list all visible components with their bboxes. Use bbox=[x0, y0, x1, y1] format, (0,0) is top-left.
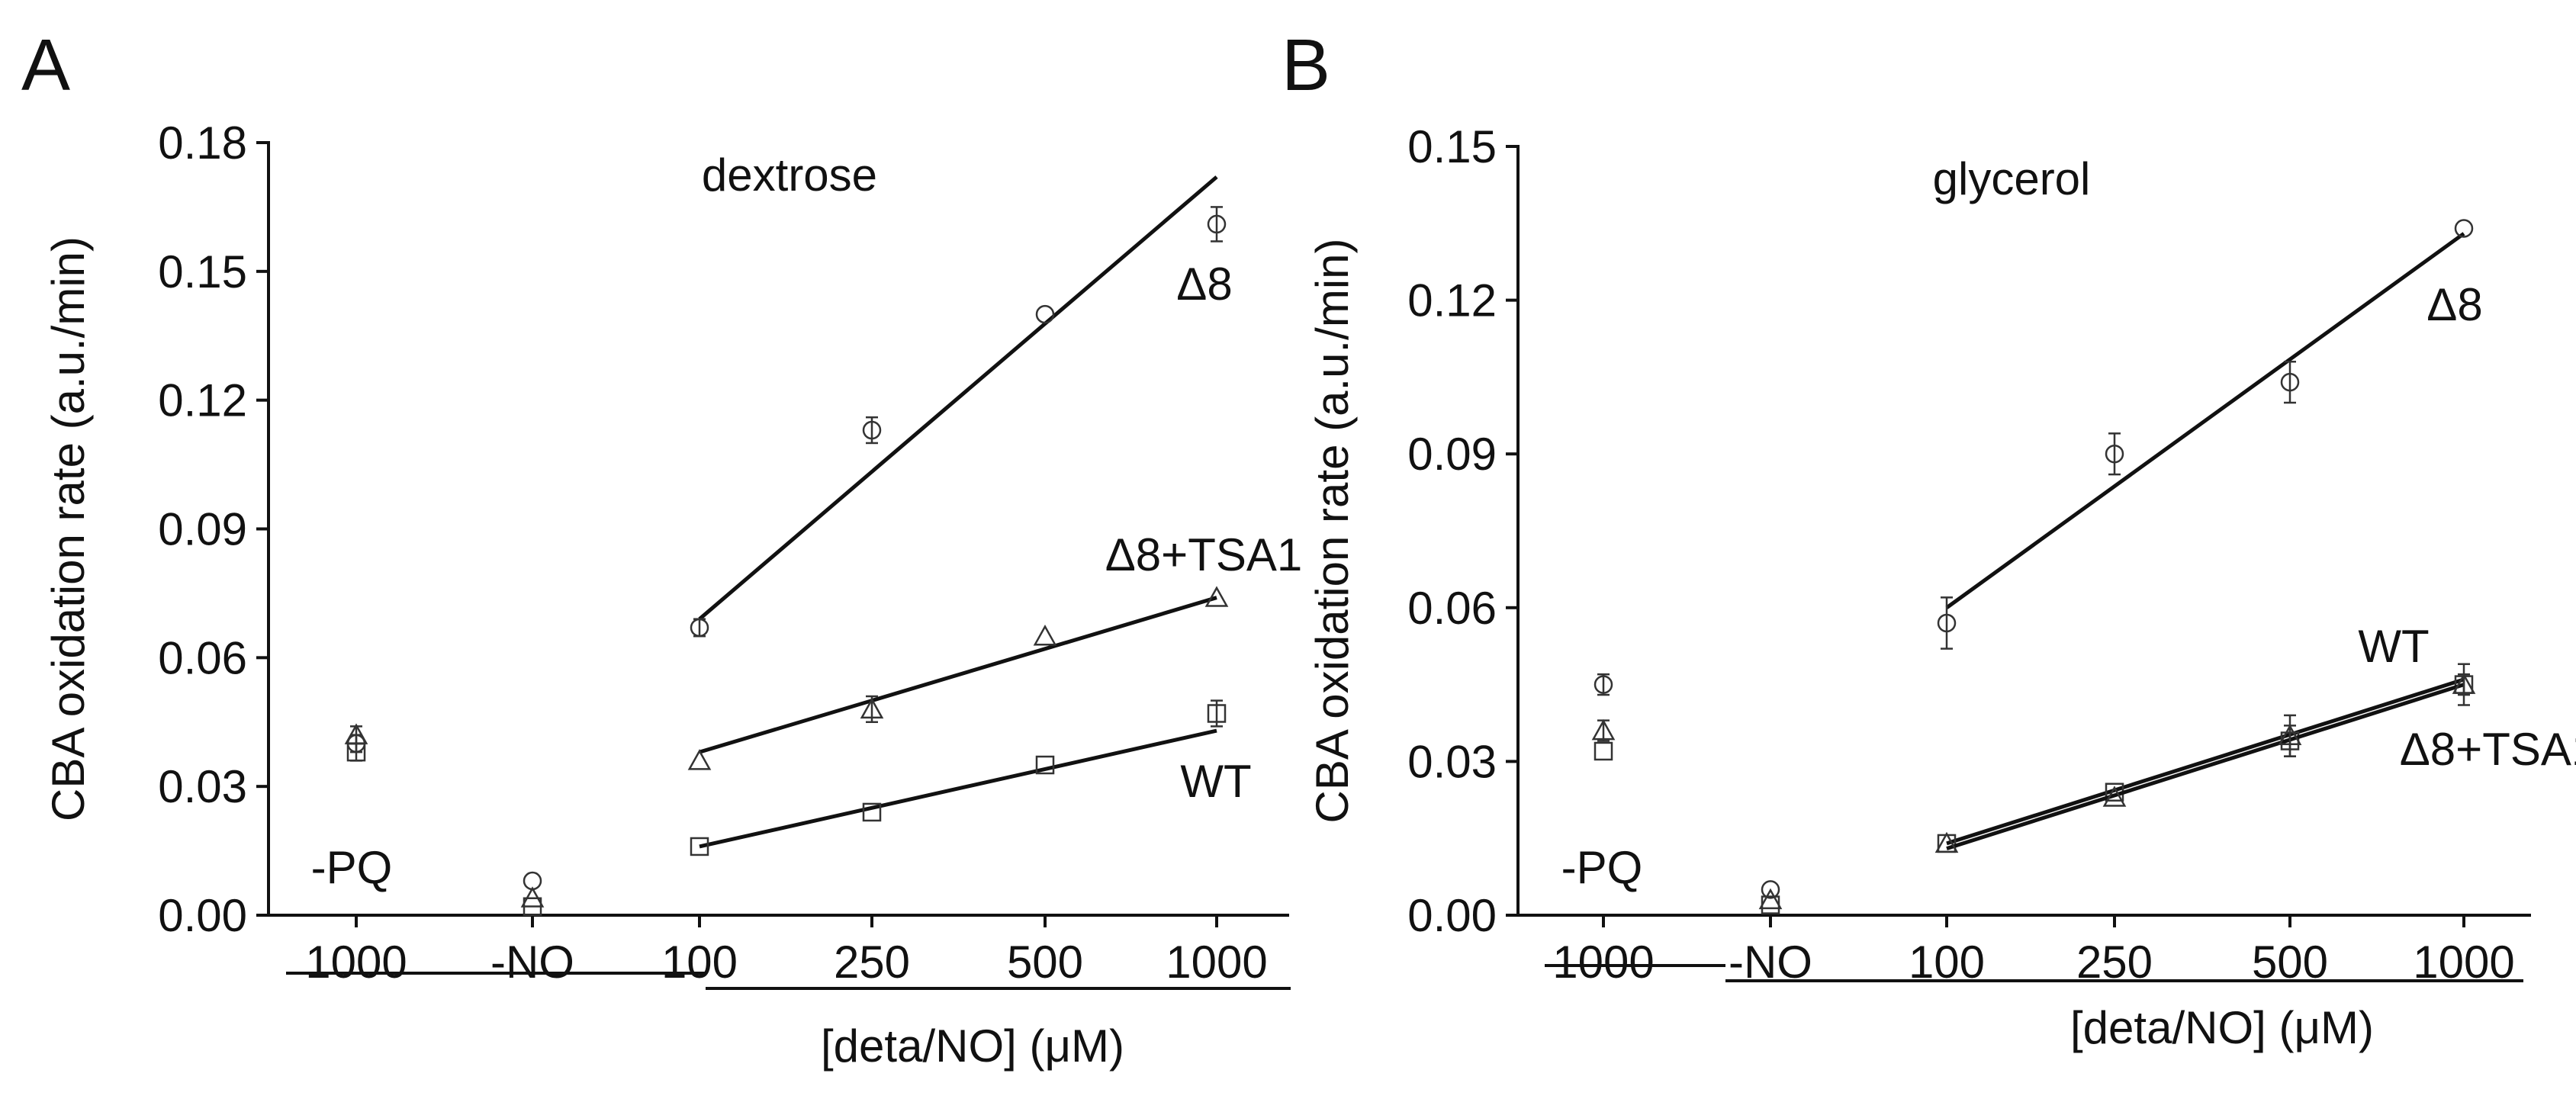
panel-b: B 0.00 0.03 0.06 0.09 0.12 0.15 1000 -NO 100 250 50… bbox=[1282, 24, 2576, 1053]
panel-a-point-circle bbox=[862, 420, 882, 440]
panel-a-x-tick-label: 500 bbox=[1007, 937, 1083, 988]
panel-b-point-triangle bbox=[1934, 831, 1959, 853]
panel-b-x-axis-title: [deta/NO] (μM) bbox=[2070, 1002, 2374, 1053]
panel-a-point-circle bbox=[690, 618, 709, 638]
panel-b-x-tick-label: 500 bbox=[2252, 937, 2328, 988]
panel-a-point-square bbox=[690, 837, 709, 856]
panel-a-fit-line bbox=[698, 175, 1218, 621]
panel-a-group-label: -PQ bbox=[311, 842, 393, 893]
panel-a-point-circle bbox=[1035, 304, 1055, 324]
panel-a-series-3 bbox=[346, 699, 1227, 916]
panel-a-y-tick-label: 0.09 bbox=[158, 504, 247, 555]
panel-a-y-tick-label: 0.06 bbox=[158, 632, 247, 683]
panel-b-x-tick-label: -NO bbox=[1729, 937, 1812, 988]
panel-b-fit-line bbox=[1946, 677, 2465, 846]
panel-a-y-tick-label: 0.03 bbox=[158, 761, 247, 812]
panel-b-condition-label: glycerol bbox=[1933, 153, 2091, 204]
panel-a-y-tick-label: 0.00 bbox=[158, 890, 247, 941]
panel-a-point-triangle bbox=[1204, 586, 1229, 607]
panel-a: A 0.00 0.03 0.06 0.09 0.12 0.15 0.18 1000 -NO 100 2… bbox=[21, 24, 1302, 1072]
panel-b-point-triangle bbox=[2102, 786, 2127, 807]
panel-a-series-label: Δ8+TSA1 bbox=[1105, 529, 1303, 580]
panel-b-series-label: Δ8+TSA1 bbox=[2400, 724, 2576, 775]
panel-b-fit-line bbox=[1945, 232, 2465, 609]
panel-b-point-circle bbox=[1761, 880, 1780, 899]
panel-a-fit-line bbox=[699, 596, 1217, 754]
panel-b-point-circle bbox=[2105, 444, 2124, 464]
panel-a-y-tick-label: 0.18 bbox=[158, 117, 247, 169]
panel-b-y-tick-label: 0.03 bbox=[1407, 736, 1497, 787]
panel-b-y-tick-label: 0.15 bbox=[1407, 121, 1497, 172]
panel-a-x-tick-label: -NO bbox=[490, 937, 574, 988]
panel-b-point-circle bbox=[1937, 613, 1957, 633]
panel-b-y-tick-label: 0.09 bbox=[1407, 429, 1497, 480]
panel-b-y-tick-label: 0.12 bbox=[1407, 275, 1497, 326]
panel-b-point-square bbox=[1594, 741, 1613, 761]
panel-a-point-circle bbox=[1207, 214, 1227, 234]
panel-b-point-triangle bbox=[2278, 724, 2302, 746]
panel-b-series-2 bbox=[1594, 673, 2474, 914]
panel-b-x-tick-label: 1000 bbox=[1552, 937, 1654, 988]
panel-a-point-square bbox=[862, 802, 882, 822]
panel-a-condition-label: dextrose bbox=[702, 149, 877, 201]
panel-b-y-tick-label: 0.00 bbox=[1407, 890, 1497, 941]
panel-b-y-tick-label: 0.06 bbox=[1407, 583, 1497, 634]
panel-b-series-3 bbox=[1591, 663, 2476, 910]
panel-a-point-triangle bbox=[860, 697, 884, 719]
panel-a-x-tick-label: 100 bbox=[661, 937, 738, 988]
panel-b-x-tick-label: 250 bbox=[2076, 937, 2153, 988]
panel-a-letter: A bbox=[21, 24, 70, 106]
panel-a-point-square bbox=[1035, 755, 1055, 775]
panel-b-point-circle bbox=[2454, 219, 2474, 238]
panel-b-series-1 bbox=[1594, 219, 2474, 899]
panel-a-point-triangle bbox=[687, 749, 712, 770]
panel-a-point-square bbox=[523, 897, 542, 916]
panel-b-series-label: WT bbox=[2358, 621, 2429, 672]
panel-b-x-tick-label: 1000 bbox=[2413, 937, 2514, 988]
panel-b-group-label: -PQ bbox=[1561, 842, 1643, 893]
panel-a-series-1 bbox=[346, 175, 1227, 891]
panel-b-point-triangle bbox=[1758, 888, 1783, 910]
panel-a-y-tick-label: 0.12 bbox=[158, 375, 247, 426]
panel-a-fit-line bbox=[699, 728, 1217, 849]
panel-a-series-label: WT bbox=[1180, 756, 1251, 807]
panel-a-y-axis-title: CBA oxidation rate (a.u./min) bbox=[43, 236, 94, 821]
panel-a-x-tick-label: 1000 bbox=[1166, 937, 1267, 988]
panel-b-y-axis-title: CBA oxidation rate (a.u./min) bbox=[1307, 238, 1358, 823]
panel-a-point-square bbox=[1207, 704, 1227, 723]
panel-a-x-tick-label: 250 bbox=[834, 937, 910, 988]
panel-a-series-label: Δ8 bbox=[1176, 259, 1232, 310]
panel-b-point-triangle bbox=[2452, 673, 2476, 694]
panel-a-x-tick-label: 1000 bbox=[305, 937, 407, 988]
panel-a-y-tick-label: 0.15 bbox=[158, 246, 247, 297]
panel-b-point-triangle bbox=[1591, 718, 1616, 741]
panel-b-point-circle bbox=[1594, 675, 1613, 694]
panel-b-fit-line bbox=[1946, 683, 2465, 851]
panel-a-point-square bbox=[346, 742, 366, 762]
panel-a-series-2 bbox=[344, 586, 1229, 908]
panel-a-point-triangle bbox=[1033, 624, 1057, 646]
panel-a-x-axis-title: [deta/NO] (μM) bbox=[821, 1020, 1124, 1072]
panel-b-series-label: Δ8 bbox=[2426, 279, 2482, 330]
panel-b-x-tick-label: 100 bbox=[1909, 937, 1985, 988]
panel-b-letter: B bbox=[1282, 24, 1330, 106]
panel-b-point-circle bbox=[2280, 372, 2300, 392]
